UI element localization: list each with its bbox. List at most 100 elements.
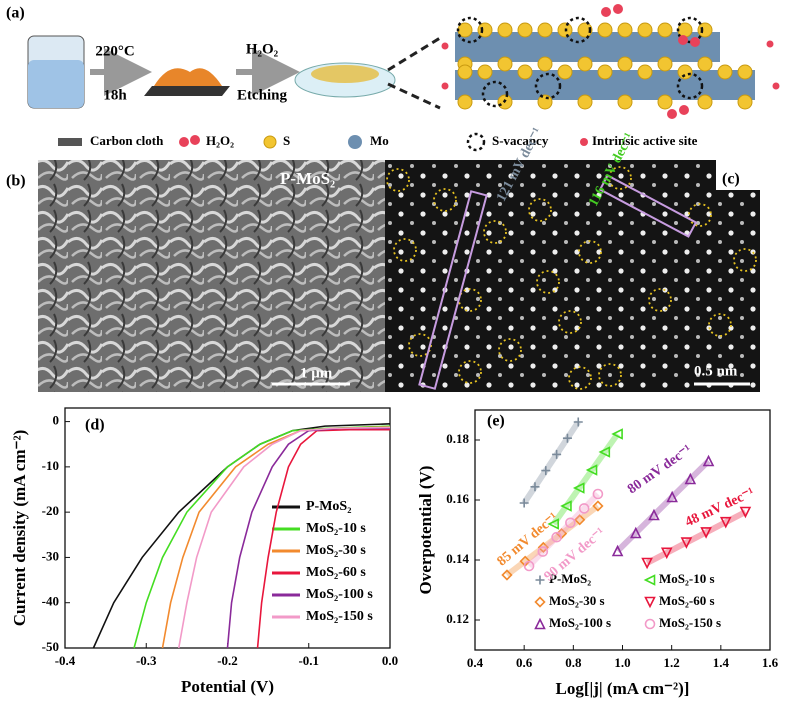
panel-label: (c): [722, 171, 740, 188]
x-tick-label: -0.2: [217, 653, 238, 668]
marker: [519, 498, 529, 508]
y-tick-label: 0.14: [446, 551, 469, 566]
y-tick-label: -50: [42, 639, 59, 654]
marker: [739, 506, 752, 519]
x-tick-label: 0.0: [382, 653, 398, 668]
y-tick-label: -40: [42, 594, 59, 609]
series-line: [177, 426, 391, 649]
scale-label: 0.5 nm: [694, 363, 738, 379]
highlight-box: [418, 190, 488, 390]
y-tick-label: 0.12: [446, 611, 469, 626]
legend-label: MoS₂-30 s: [306, 543, 366, 558]
legend-label: H₂O₂: [206, 133, 234, 148]
marker: [562, 433, 572, 443]
legend-swatch: [580, 138, 588, 146]
sample-label: P-MoS₂: [280, 169, 335, 188]
legend-swatch: [466, 132, 486, 152]
marker: [541, 466, 551, 476]
marker: [574, 514, 586, 526]
legend-label: MoS₂-60 s: [659, 593, 715, 608]
legend-label: MoS₂-30 s: [549, 593, 605, 608]
legend-swatch: [179, 137, 189, 147]
zoom-line: [387, 36, 441, 72]
condition: 220°C: [95, 43, 134, 59]
y-tick-label: 0.16: [446, 491, 469, 506]
legend-label: P-MoS₂: [306, 499, 351, 514]
marker: [702, 454, 715, 467]
marker: [560, 500, 572, 512]
marker: [523, 560, 535, 572]
x-tick-label: 1.0: [614, 655, 630, 670]
marker: [629, 526, 642, 539]
marker: [719, 516, 732, 529]
solution: [28, 60, 84, 108]
marker: [680, 537, 693, 549]
x-axis-label: Log[|j| (mA cm⁻²)]: [556, 679, 690, 698]
plot-frame: [474, 409, 771, 651]
carbon-cloth: [144, 86, 230, 96]
y-tick-label: -30: [42, 548, 59, 563]
legend-swatch: [348, 135, 362, 149]
marker: [592, 488, 604, 500]
y-axis-label: Current density (mA cm⁻²): [10, 430, 29, 626]
marker: [611, 428, 623, 440]
y-tick-label: -10: [42, 458, 59, 473]
legend-label: MoS₂-10 s: [306, 521, 366, 536]
x-tick-label: 1.6: [762, 655, 779, 670]
x-tick-label: -0.1: [298, 653, 319, 668]
marker: [537, 541, 549, 554]
legend-label: MoS₂-100 s: [549, 615, 611, 630]
marker: [592, 500, 604, 512]
legend-label: MoS₂-150 s: [306, 609, 373, 624]
highlight-box: [598, 174, 698, 238]
x-tick-label: 1.2: [664, 655, 680, 670]
marker: [501, 569, 513, 581]
marker: [530, 482, 540, 492]
marker: [598, 446, 611, 458]
x-tick-label: 0.4: [467, 655, 484, 670]
legend-swatch: [263, 135, 277, 149]
marker: [537, 546, 549, 557]
legend-label: MoS₂-60 s: [306, 565, 366, 580]
stem-texture: [385, 160, 760, 392]
marker: [552, 449, 562, 459]
x-tick-label: -0.3: [136, 653, 157, 668]
y-tick-label: 0.18: [446, 431, 469, 446]
series-line: [256, 428, 390, 649]
marker: [578, 503, 590, 514]
marker: [666, 490, 678, 503]
y-tick-label: -20: [42, 503, 59, 518]
marker: [551, 531, 562, 543]
legend-label: Mo: [370, 133, 389, 148]
marker: [684, 472, 697, 485]
sem-image: (b) P-MoS₂ 1 μm: [6, 160, 385, 392]
schematic-legend: Carbon cloth H₂O₂ S Mo S-vacancy Intrins…: [58, 132, 698, 152]
marker: [660, 547, 673, 560]
marker: [534, 617, 546, 630]
stem-image: (c) 0.5 nm: [385, 160, 760, 392]
marker: [547, 518, 559, 530]
marker: [641, 557, 653, 570]
panel-label: (b): [6, 173, 26, 190]
x-axis-label: Potential (V): [181, 677, 274, 696]
marker: [572, 482, 585, 494]
marker: [644, 596, 656, 609]
x-tick-label: 0.8: [565, 655, 582, 670]
marker: [573, 417, 583, 427]
marker: [585, 464, 598, 476]
legend-label: P-MoS₂: [549, 571, 591, 586]
marker: [700, 527, 712, 539]
x-tick-label: 1.4: [713, 655, 730, 670]
marker: [643, 574, 656, 586]
marker: [535, 575, 545, 585]
legend-label: MoS₂-100 s: [306, 587, 373, 602]
schematic: (a) 220°C 18h H₂O₂ Etching Carbon cloth …: [6, 4, 780, 152]
zoom-line: [387, 82, 441, 110]
legend-label: S: [283, 133, 290, 148]
panel-label: (d): [85, 417, 105, 434]
scale-label: 1 μm: [300, 365, 333, 381]
panel-label: (a): [6, 5, 25, 22]
condition: H₂O₂: [246, 41, 279, 57]
marker: [648, 508, 660, 521]
label-box: [716, 160, 760, 190]
